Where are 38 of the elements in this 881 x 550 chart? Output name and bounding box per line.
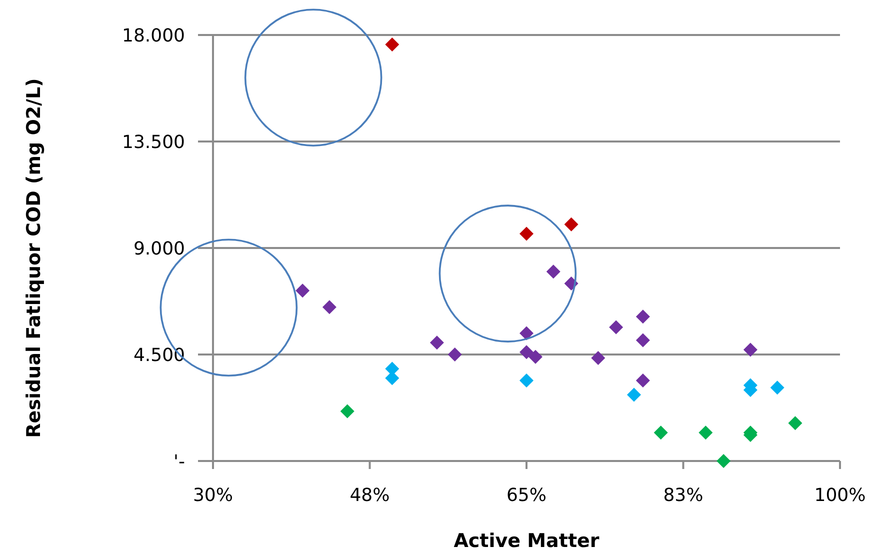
point (546, 264, 560, 279)
y-tick-label: 4.500 (133, 344, 185, 366)
y-tick-label: 13.500 (122, 132, 185, 153)
point (385, 37, 400, 52)
x-tick-label: 83% (663, 485, 704, 506)
point (636, 310, 650, 324)
y-axis-title: Residual Fatliquor COD (mg O2/L) (23, 78, 45, 438)
point (430, 336, 444, 350)
point (520, 374, 534, 388)
x-tick-label: 65% (506, 485, 547, 506)
y-tick-label: 9.000 (133, 238, 185, 260)
point (698, 426, 713, 440)
point (520, 226, 534, 241)
point (385, 371, 400, 386)
x-tick-label: 100% (814, 485, 866, 506)
point (788, 416, 802, 430)
point (448, 348, 462, 362)
point (528, 350, 542, 364)
point (743, 342, 758, 357)
point (636, 333, 650, 348)
point (609, 320, 624, 334)
point (296, 284, 310, 298)
point (322, 300, 336, 314)
y-tick-label: '- (174, 451, 185, 472)
x-axis-title: Active Matter (454, 530, 600, 550)
point (340, 404, 354, 418)
point (626, 388, 641, 402)
point (520, 326, 534, 340)
y-tick-label: 18.000 (122, 25, 185, 46)
point (520, 345, 534, 360)
point (770, 380, 784, 395)
point (591, 351, 606, 366)
point (716, 454, 731, 468)
x-tick-label: 48% (350, 485, 390, 506)
point (636, 374, 650, 388)
x-tick-label: 30% (192, 485, 234, 506)
point (654, 426, 668, 440)
point (564, 217, 578, 232)
